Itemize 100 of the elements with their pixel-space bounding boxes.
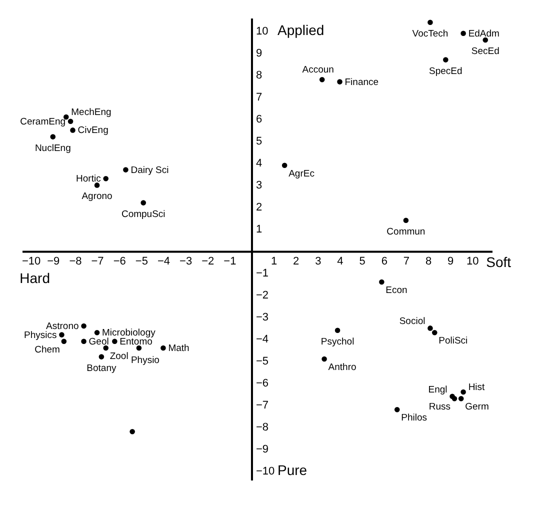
x-tick-label: 6	[381, 256, 388, 268]
data-label: CompuSci	[121, 208, 166, 220]
data-label: PoliSci	[438, 336, 468, 347]
x-tick-label: 1	[270, 256, 278, 268]
point	[68, 118, 74, 124]
y-tick-label: 8	[256, 70, 262, 82]
point	[334, 328, 340, 334]
x-tick-label: 9	[448, 256, 454, 268]
data-label: Zool	[110, 351, 128, 362]
point	[319, 76, 325, 82]
data-label: MechEng	[71, 107, 112, 118]
data-label: Anthro	[328, 362, 356, 373]
y-tick-label: −6	[256, 378, 269, 390]
x-tick-label: 8	[425, 256, 432, 268]
x-tick-label: 7	[403, 256, 410, 268]
data-label: Finance	[344, 76, 379, 88]
x-tick-label: 2	[293, 256, 300, 268]
data-label: AgrEc	[288, 168, 315, 180]
data-label: Germ	[465, 402, 489, 413]
x-tick-label: −6	[113, 256, 126, 268]
annotation: Applied	[277, 22, 324, 38]
y-tick-label: 6	[256, 114, 262, 126]
x-tick-label: 5	[359, 256, 366, 268]
data-label: Botany	[86, 362, 116, 374]
point	[337, 79, 342, 84]
y-tick-label: −2	[256, 290, 269, 302]
data-label: CeramEng	[20, 116, 66, 128]
data-label: Hortic	[76, 174, 102, 185]
point	[70, 128, 76, 133]
point	[428, 20, 433, 26]
y-tick-label: −9	[256, 444, 269, 456]
x-tick-label: −5	[135, 256, 148, 268]
data-label: Math	[168, 343, 190, 354]
point	[282, 162, 288, 168]
point	[50, 134, 56, 140]
data-label: SpecEd	[429, 66, 462, 77]
point	[136, 345, 142, 351]
data-label: Astrono	[46, 321, 79, 332]
point	[160, 345, 166, 351]
y-tick-label: 9	[256, 48, 262, 60]
point	[94, 330, 100, 336]
y-tick-label: −10	[256, 466, 275, 478]
y-tick-label: −8	[256, 422, 269, 434]
data-label: Engl	[428, 384, 448, 396]
y-tick-label: 3	[256, 180, 262, 192]
data-label: Chem	[34, 344, 60, 356]
data-label: Microbiology	[102, 328, 156, 339]
point	[322, 356, 327, 362]
data-label: Agrono	[82, 191, 112, 202]
x-tick-label: 10	[466, 256, 479, 268]
data-label: Russ	[428, 402, 451, 413]
data-label: Econ	[386, 285, 408, 296]
point	[379, 279, 384, 285]
y-tick-label: −7	[256, 400, 269, 412]
data-label: Entomo	[120, 336, 152, 348]
x-tick-label: −4	[157, 256, 170, 268]
point	[94, 182, 100, 188]
annotation: Pure	[277, 462, 308, 478]
x-tick-label: −9	[47, 256, 60, 268]
point	[443, 57, 448, 62]
x-tick-label: −7	[91, 256, 104, 268]
y-tick-label: −5	[256, 356, 269, 368]
data-label: Hist	[468, 382, 486, 393]
point	[452, 396, 458, 402]
y-tick-label: 10	[256, 26, 268, 38]
data-label: VocTech	[412, 28, 448, 40]
point	[130, 428, 135, 434]
point	[103, 345, 108, 351]
point	[81, 338, 86, 344]
data-label: Philos	[401, 412, 428, 424]
x-tick-label: −1	[224, 256, 236, 268]
data-label: Commun	[386, 226, 426, 238]
point	[59, 332, 64, 338]
point	[460, 30, 466, 36]
x-tick-label: −10	[22, 256, 41, 268]
data-label: Psychol	[320, 336, 354, 348]
x-tick-label: −3	[180, 256, 192, 268]
point	[112, 338, 118, 344]
x-tick-label: 3	[315, 256, 322, 268]
point	[403, 218, 409, 224]
point	[61, 338, 67, 344]
y-tick-label: 7	[256, 92, 262, 104]
point	[103, 176, 108, 182]
point	[482, 37, 488, 43]
x-tick-label: −2	[202, 256, 214, 268]
x-tick-label: 4	[337, 256, 344, 268]
data-label: Dairy Sci	[130, 164, 169, 176]
point	[123, 167, 128, 172]
point	[140, 200, 146, 206]
y-tick-label: 2	[256, 202, 262, 214]
point	[432, 330, 438, 336]
y-tick-label: −4	[256, 334, 269, 346]
y-tick-label: 5	[256, 136, 262, 148]
point	[98, 354, 104, 360]
point	[81, 323, 86, 329]
data-label: SecEd	[471, 46, 500, 57]
data-label: NuclEng	[34, 142, 71, 154]
annotation: Soft	[486, 254, 512, 270]
data-label: CivEng	[78, 125, 108, 136]
data-label: Sociol	[399, 316, 426, 328]
